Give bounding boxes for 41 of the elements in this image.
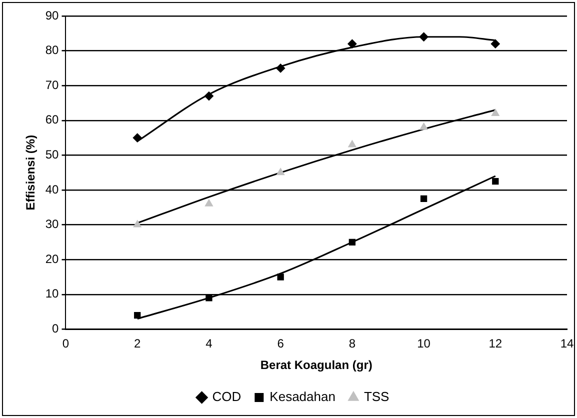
legend-label: COD [212,389,242,404]
point [420,122,428,130]
point [276,64,286,73]
x-tick-label: 8 [348,336,356,351]
y-tick-label: 80 [45,43,60,58]
point [348,140,356,148]
point [204,92,214,101]
x-tick-label: 10 [417,336,431,351]
x-tick-label: 6 [277,336,284,351]
point [348,39,357,48]
y-tick-label: 60 [45,112,60,127]
point [206,294,212,302]
x-tick-label: 2 [134,336,142,351]
point [419,32,428,42]
legend-label: TSS [364,389,390,404]
point [420,195,428,202]
legend-label: Kesadahan [270,389,336,404]
x-axis-title: Berat Koagulan (gr) [260,358,372,372]
y-tick-label: 90 [45,8,60,22]
y-tick-label: 10 [45,286,60,301]
point [133,220,142,228]
y-tick-label: 30 [45,217,60,232]
point [277,274,284,280]
x-tick-label: 12 [488,336,502,351]
point [276,168,285,176]
y-axis-title: Effisiensi (%) [24,134,38,210]
x-tick-label: 4 [206,336,213,351]
point [492,178,499,185]
point [348,238,356,246]
point [205,199,213,206]
y-tick-label: 20 [45,252,60,266]
y-tick-label: 0 [52,322,60,336]
y-tick-label: 40 [45,182,60,196]
x-tick-label: 0 [62,336,70,351]
point [132,133,142,142]
y-tick-label: 70 [45,78,60,92]
point [134,312,141,319]
x-tick-label: 14 [560,336,574,351]
point [491,108,500,116]
y-tick-label: 50 [45,148,60,162]
point [490,39,500,48]
